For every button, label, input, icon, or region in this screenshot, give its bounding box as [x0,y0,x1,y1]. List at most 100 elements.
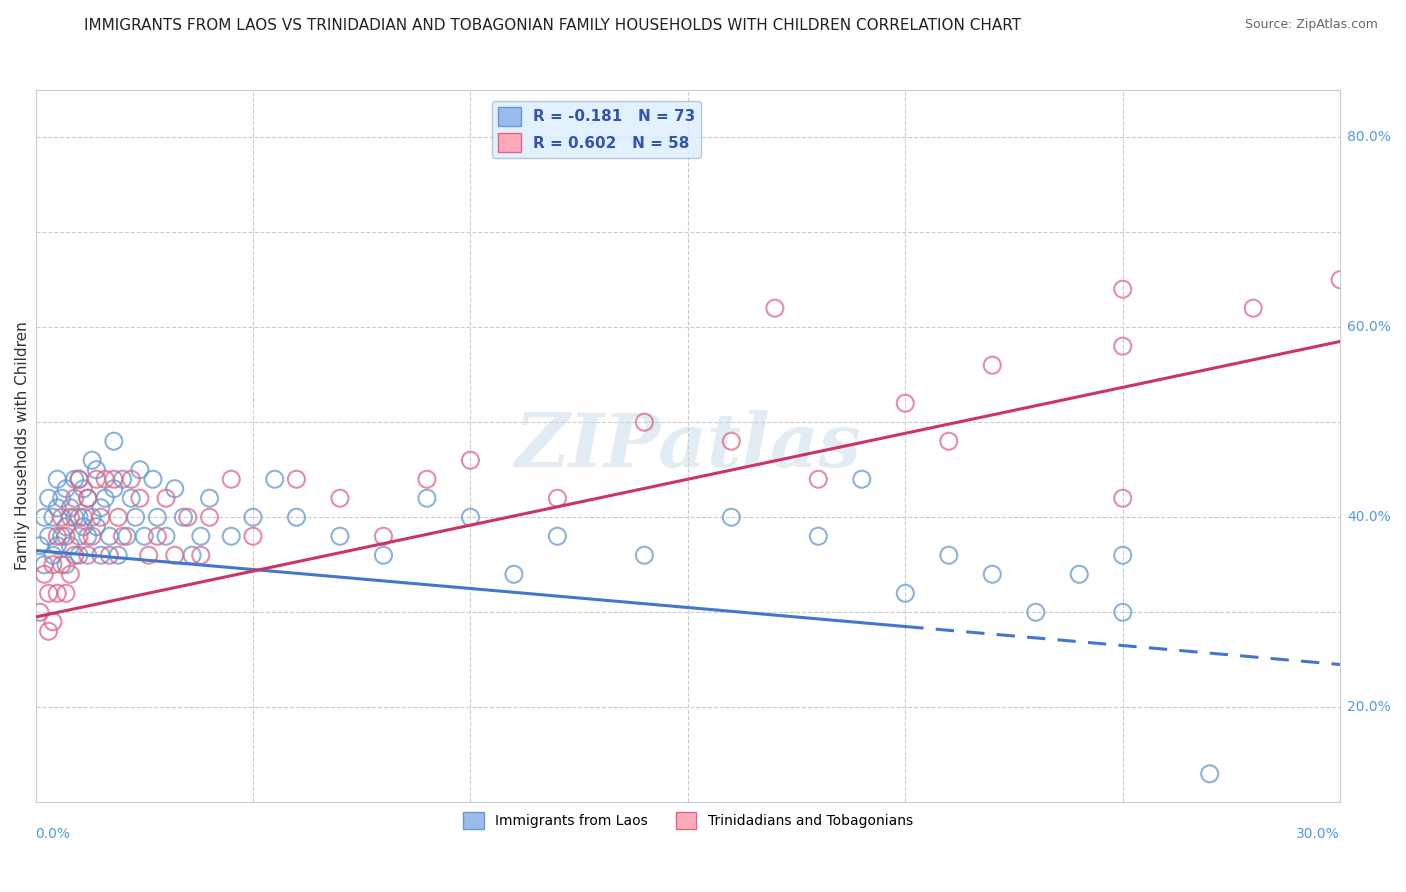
Point [1112,548,1135,562]
Point [1329,273,1351,287]
Point [416,491,439,506]
Point [981,567,1004,582]
Point [263,472,285,486]
Point [107,548,129,562]
Point [938,434,960,449]
Point [177,510,200,524]
Point [80,529,103,543]
Point [107,510,129,524]
Point [38,491,60,506]
Point [124,510,146,524]
Point [633,415,655,429]
Point [42,548,65,562]
Point [134,529,156,543]
Point [720,434,742,449]
Point [55,520,77,534]
Point [373,529,395,543]
Point [51,510,73,524]
Point [198,491,221,506]
Point [55,482,77,496]
Text: 20.0%: 20.0% [1347,700,1391,714]
Point [76,491,98,506]
Text: 60.0%: 60.0% [1347,320,1391,334]
Point [42,558,65,572]
Point [63,548,86,562]
Point [67,529,90,543]
Point [219,529,242,543]
Point [460,453,482,467]
Legend: R = -0.181   N = 73, R = 0.602   N = 58: R = -0.181 N = 73, R = 0.602 N = 58 [492,101,702,158]
Point [807,529,830,543]
Point [67,510,90,524]
Point [90,500,112,515]
Point [86,520,108,534]
Point [460,510,482,524]
Point [329,491,352,506]
Point [72,520,94,534]
Point [129,491,152,506]
Point [72,482,94,496]
Point [55,586,77,600]
Text: 80.0%: 80.0% [1347,130,1391,145]
Point [59,500,82,515]
Point [80,510,103,524]
Point [103,472,125,486]
Point [80,453,103,467]
Point [46,472,69,486]
Point [94,491,117,506]
Point [546,491,568,506]
Point [67,472,90,486]
Point [32,558,55,572]
Point [42,615,65,629]
Point [129,463,152,477]
Point [111,472,134,486]
Point [1198,767,1220,781]
Point [242,529,264,543]
Point [98,529,121,543]
Point [76,529,98,543]
Point [51,558,73,572]
Point [120,491,142,506]
Point [720,510,742,524]
Point [285,472,308,486]
Point [120,472,142,486]
Point [38,529,60,543]
Point [163,548,186,562]
Point [86,463,108,477]
Point [55,558,77,572]
Point [63,472,86,486]
Point [416,472,439,486]
Point [32,567,55,582]
Point [38,624,60,639]
Point [894,396,917,410]
Point [373,548,395,562]
Point [59,510,82,524]
Point [763,301,786,315]
Point [242,510,264,524]
Point [28,539,51,553]
Point [546,529,568,543]
Point [938,548,960,562]
Point [1112,282,1135,296]
Text: ZIPatlas: ZIPatlas [515,409,862,483]
Point [46,539,69,553]
Point [94,472,117,486]
Point [86,472,108,486]
Y-axis label: Family Households with Children: Family Households with Children [15,322,30,570]
Point [190,529,212,543]
Point [146,529,169,543]
Point [38,586,60,600]
Point [67,472,90,486]
Point [28,605,51,619]
Point [181,548,204,562]
Point [63,491,86,506]
Point [76,491,98,506]
Point [46,529,69,543]
Text: Source: ZipAtlas.com: Source: ZipAtlas.com [1244,18,1378,31]
Point [190,548,212,562]
Point [59,567,82,582]
Point [633,548,655,562]
Text: IMMIGRANTS FROM LAOS VS TRINIDADIAN AND TOBAGONIAN FAMILY HOUSEHOLDS WITH CHILDR: IMMIGRANTS FROM LAOS VS TRINIDADIAN AND … [84,18,1022,33]
Point [1112,491,1135,506]
Point [46,500,69,515]
